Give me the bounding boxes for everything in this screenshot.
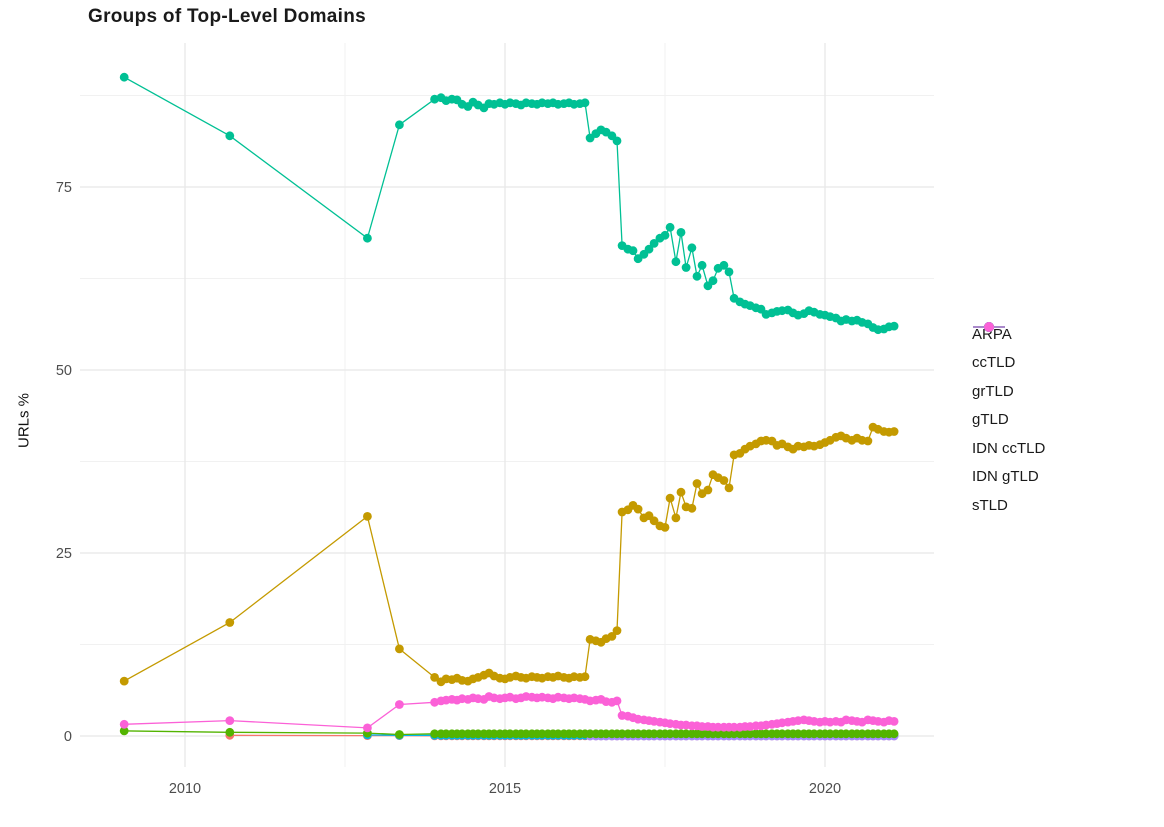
legend-item-idn-gtld: IDN gTLD bbox=[972, 322, 1045, 492]
legend-item-idn-cctld: IDN ccTLD bbox=[972, 322, 1046, 463]
legend-item-cctld: ccTLD bbox=[972, 322, 1045, 378]
legend-item-stld: sTLD bbox=[972, 322, 1045, 520]
y-tick-label: 50 bbox=[56, 363, 72, 379]
legend-label-gtld: gTLD bbox=[972, 411, 1009, 429]
y-tick-label: 0 bbox=[64, 729, 72, 745]
legend-label-stld: sTLD bbox=[972, 496, 1008, 514]
x-tick-label: 2020 bbox=[809, 781, 841, 797]
x-tick-label: 2010 bbox=[169, 781, 201, 797]
y-tick-label: 75 bbox=[56, 180, 72, 196]
legend-key-icon bbox=[973, 322, 1005, 332]
legend-label-idn-gtld: IDN gTLD bbox=[972, 468, 1039, 486]
x-tick-label: 2015 bbox=[489, 781, 521, 797]
series-gtld bbox=[119, 72, 899, 335]
gridlines-major bbox=[80, 43, 934, 767]
series-cctld bbox=[119, 422, 899, 687]
y-axis-title: URLs % bbox=[15, 393, 33, 449]
legend-item-grtld: grTLD bbox=[972, 322, 1045, 406]
series-grtld bbox=[119, 726, 899, 739]
legend-item-gtld: gTLD bbox=[972, 322, 1045, 435]
chart-title: Groups of Top-Level Domains bbox=[88, 6, 366, 27]
legend-label-grtld: grTLD bbox=[972, 382, 1014, 400]
legend-label-arpa: ARPA bbox=[972, 325, 1012, 343]
legend: ARPA ccTLD grTLD gTLD IDN ccTLD IDN gTLD sTLD bbox=[972, 320, 1045, 520]
legend-label-idn-cctld: IDN ccTLD bbox=[972, 439, 1046, 457]
y-tick-label: 25 bbox=[56, 546, 72, 562]
axis-tick-labels: 0 25 50 75 2010 2015 2020 bbox=[56, 180, 841, 797]
gridlines-minor bbox=[80, 43, 934, 767]
legend-label-cctld: ccTLD bbox=[972, 354, 1016, 372]
series-stld bbox=[119, 692, 899, 733]
